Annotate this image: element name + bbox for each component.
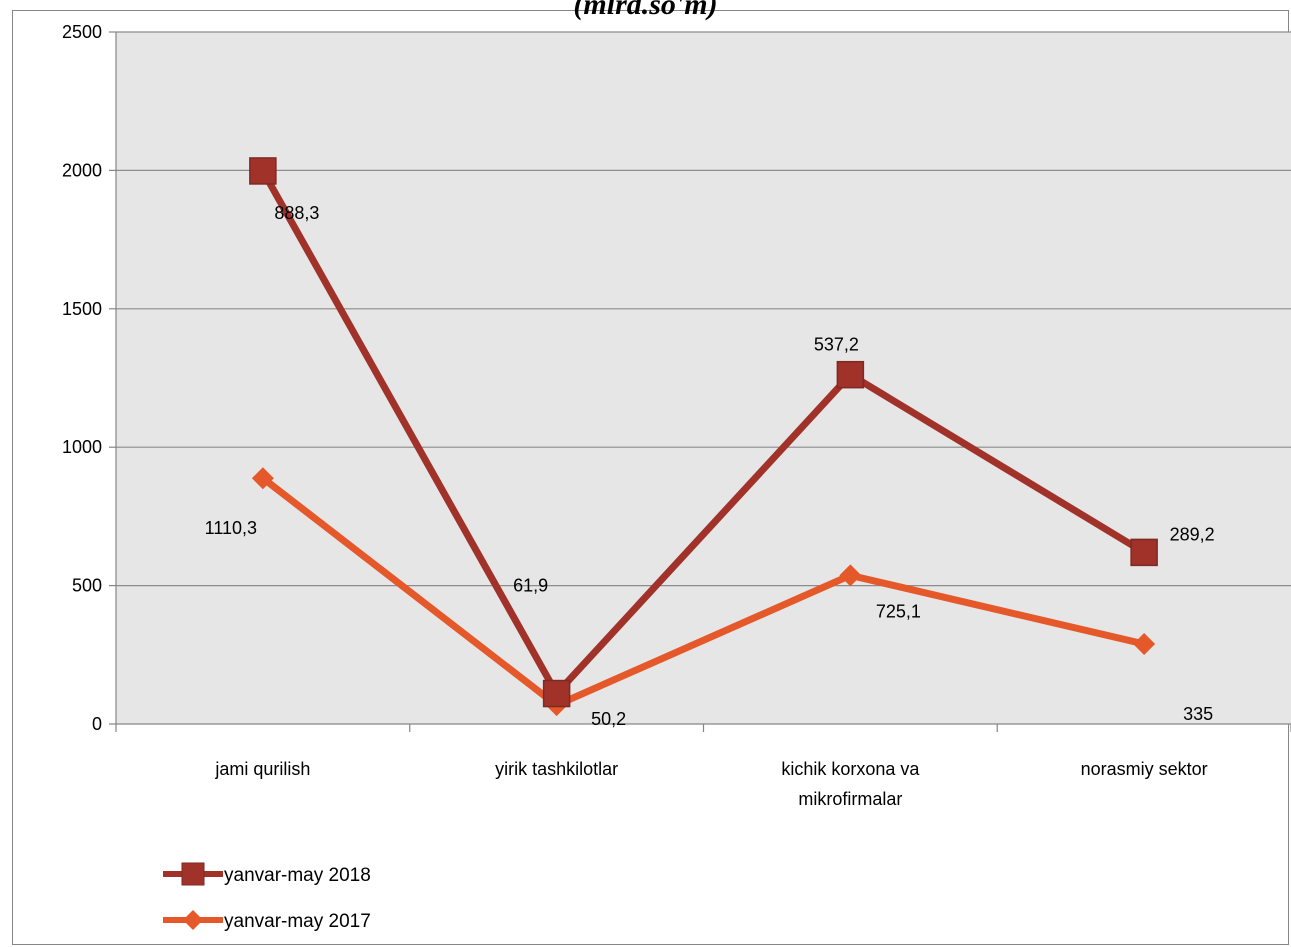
y-tick-label: 1000 — [62, 437, 102, 457]
square-marker — [836, 360, 865, 389]
chart-title: (mlrd.so'm) — [573, 0, 718, 21]
data-label: 61,9 — [513, 576, 548, 596]
diamond-marker — [1133, 633, 1156, 656]
data-label: 335 — [1183, 704, 1213, 724]
legend-diamond-marker — [183, 910, 203, 930]
plot-area — [116, 32, 1291, 724]
x-category-label: jami qurilish — [214, 759, 310, 779]
square-marker — [542, 679, 571, 708]
series-layer — [249, 157, 1158, 717]
data-label: 725,1 — [876, 601, 921, 621]
y-tick-label: 0 — [92, 714, 102, 734]
y-tick-label: 2500 — [62, 22, 102, 42]
square-marker — [249, 157, 277, 185]
data-label: 1110,3 — [205, 518, 257, 538]
series-line-0 — [259, 167, 1148, 698]
x-category-label: mikrofirmalar — [798, 789, 902, 809]
legend: yanvar-may 2018 yanvar-may 2017 — [163, 862, 371, 932]
data-label: 888,3 — [274, 203, 319, 223]
series-line-1 — [259, 474, 1148, 709]
data-label: 537,2 — [814, 335, 859, 355]
x-axis-categories: jami qurilish yirik tashkilotlar kichik ko… — [115, 724, 1291, 809]
data-label: 289,2 — [1170, 524, 1215, 544]
square-marker — [1130, 538, 1158, 567]
y-tick-label: 500 — [72, 576, 102, 596]
diamond-marker — [251, 467, 274, 490]
diamond-marker — [839, 564, 862, 587]
legend-square-marker — [181, 862, 205, 886]
x-category-label: norasmiy sektor — [1081, 759, 1208, 779]
legend-entry: yanvar-may 2017 — [224, 911, 371, 932]
x-category-label: kichik korxona va — [781, 759, 920, 779]
data-label: 50,2 — [591, 709, 626, 729]
gridlines — [116, 31, 1291, 587]
x-category-label: yirik tashkilotlar — [495, 759, 618, 779]
legend-entry: yanvar-may 2018 — [224, 865, 371, 886]
y-axis-ticks: 0 500 1000 1500 2000 2500 — [62, 22, 116, 734]
y-tick-label: 1500 — [62, 299, 102, 319]
data-labels: 1110,3 50,2 725,1 335 888,3 61,9 537,2 289,2 — [205, 203, 1215, 729]
y-tick-label: 2000 — [62, 160, 102, 180]
